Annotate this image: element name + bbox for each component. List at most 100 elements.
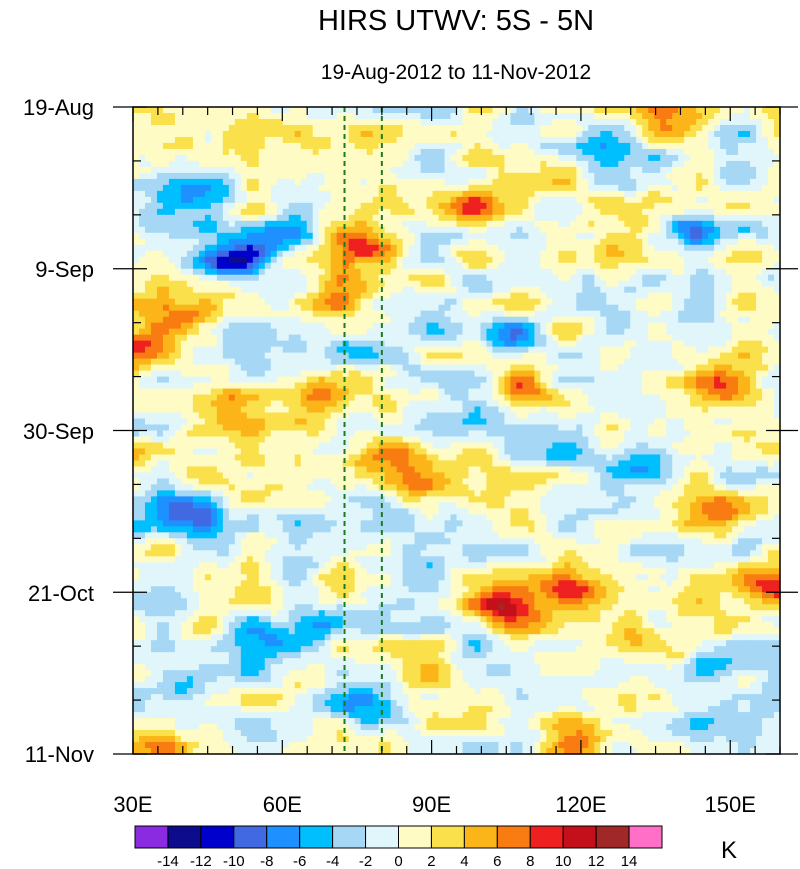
- heatmap-cell: [462, 286, 470, 294]
- heatmap-cell: [708, 166, 715, 174]
- heatmap-cell: [672, 208, 679, 216]
- heatmap-cell: [372, 208, 380, 216]
- heatmap-cell: [624, 256, 631, 264]
- heatmap-cell: [312, 118, 320, 126]
- heatmap-cell: [156, 178, 164, 186]
- heatmap-cell: [270, 220, 278, 228]
- heatmap-cell: [264, 142, 272, 150]
- heatmap-cell: [624, 232, 631, 240]
- heatmap-cell: [672, 172, 679, 180]
- heatmap-cell: [690, 112, 697, 120]
- heatmap-cell: [624, 190, 631, 198]
- heatmap-cell: [564, 352, 571, 360]
- heatmap-cell: [774, 280, 781, 288]
- heatmap-cell: [294, 107, 302, 114]
- heatmap-cell: [240, 226, 248, 234]
- heatmap-cell: [300, 310, 308, 318]
- heatmap-cell: [222, 340, 230, 348]
- heatmap-cell: [750, 250, 757, 258]
- heatmap-cell: [228, 154, 236, 162]
- heatmap-cell: [246, 238, 254, 246]
- heatmap-cell: [162, 346, 170, 354]
- heatmap-cell: [420, 190, 428, 198]
- heatmap-cell: [240, 166, 248, 174]
- heatmap-cell: [612, 208, 619, 216]
- heatmap-cell: [204, 352, 212, 360]
- heatmap-cell: [282, 328, 290, 336]
- heatmap-cell: [678, 352, 685, 360]
- heatmap-cell: [432, 310, 440, 318]
- heatmap-cell: [276, 214, 284, 222]
- heatmap-cell: [354, 316, 362, 324]
- heatmap-cell: [318, 268, 326, 276]
- heatmap-cell: [318, 226, 326, 234]
- heatmap-cell: [666, 370, 673, 378]
- heatmap-cell: [396, 274, 404, 282]
- heatmap-cell: [630, 334, 637, 342]
- heatmap-cell: [360, 316, 368, 324]
- heatmap-cell: [270, 154, 278, 162]
- heatmap-cell: [708, 250, 715, 258]
- heatmap-cell: [414, 178, 422, 186]
- heatmap-cell: [276, 334, 284, 342]
- heatmap-cell: [708, 316, 715, 324]
- heatmap-cell: [276, 107, 284, 114]
- heatmap-cell: [324, 172, 332, 180]
- heatmap-cell: [168, 208, 176, 216]
- heatmap-cell: [216, 142, 224, 150]
- heatmap-cell: [168, 304, 176, 312]
- heatmap-cell: [426, 107, 434, 114]
- heatmap-cell: [354, 190, 362, 198]
- heatmap-cell: [342, 107, 350, 114]
- heatmap-cell: [552, 142, 559, 150]
- heatmap-cell: [264, 226, 272, 234]
- heatmap-cell: [222, 136, 230, 144]
- heatmap-cell: [516, 184, 523, 192]
- heatmap-cell: [582, 322, 589, 330]
- heatmap-cell: [348, 340, 356, 348]
- heatmap-cell: [768, 202, 775, 210]
- heatmap-cell: [654, 142, 661, 150]
- heatmap-cell: [654, 316, 661, 324]
- heatmap-cell: [150, 238, 158, 246]
- heatmap-cell: [738, 202, 745, 210]
- heatmap-cell: [204, 262, 212, 270]
- heatmap-cell: [138, 226, 146, 234]
- heatmap-cell: [192, 196, 200, 204]
- heatmap-cell: [150, 130, 158, 138]
- heatmap-cell: [606, 184, 613, 192]
- heatmap-cell: [504, 118, 512, 126]
- heatmap-cell: [252, 274, 260, 282]
- heatmap-cell: [438, 172, 446, 180]
- heatmap-cell: [306, 238, 314, 246]
- heatmap-cell: [270, 256, 278, 264]
- heatmap-cell: [612, 232, 619, 240]
- heatmap-cell: [588, 310, 595, 318]
- heatmap-cell: [252, 310, 260, 318]
- heatmap-cell: [462, 244, 470, 252]
- heatmap-cell: [498, 220, 506, 228]
- heatmap-cell: [468, 268, 476, 276]
- heatmap-cell: [348, 370, 356, 378]
- heatmap-cell: [600, 107, 607, 114]
- heatmap-cell: [318, 328, 326, 336]
- heatmap-cell: [510, 244, 518, 252]
- heatmap-cell: [540, 316, 547, 324]
- heatmap-cell: [252, 376, 260, 384]
- heatmap-cell: [744, 136, 751, 144]
- heatmap-cell: [426, 148, 434, 156]
- heatmap-cell: [444, 304, 452, 312]
- heatmap-cell: [426, 280, 434, 288]
- heatmap-cell: [354, 220, 362, 228]
- heatmap-cell: [558, 268, 565, 276]
- heatmap-cell: [432, 298, 440, 306]
- heatmap-cell: [528, 154, 535, 162]
- heatmap-cell: [246, 214, 254, 222]
- heatmap-cell: [684, 148, 691, 156]
- heatmap-cell: [456, 142, 464, 150]
- heatmap-cell: [192, 346, 200, 354]
- heatmap-cell: [366, 340, 374, 348]
- heatmap-cell: [324, 334, 332, 342]
- heatmap-cell: [216, 220, 224, 228]
- heatmap-cell: [612, 154, 619, 162]
